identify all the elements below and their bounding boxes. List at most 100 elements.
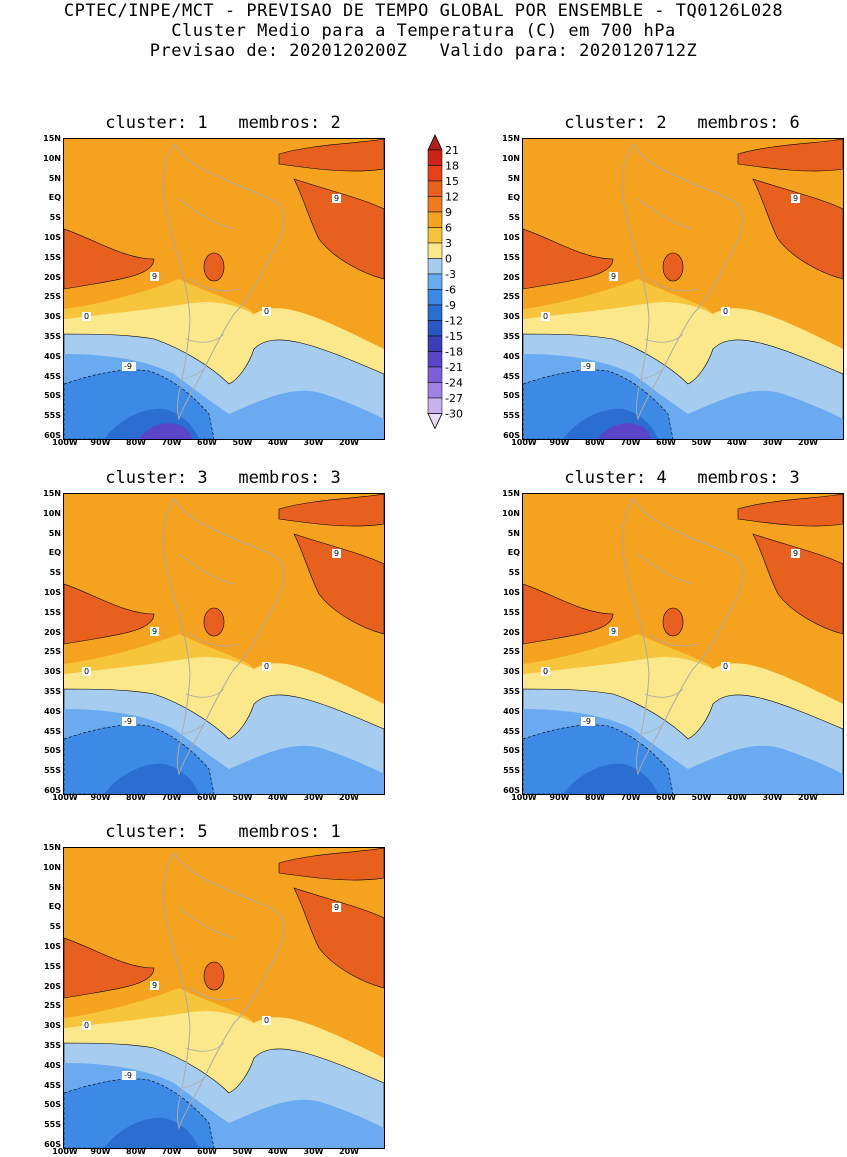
lat-tick-label: 50S (44, 391, 61, 401)
contour-label: 9 (332, 549, 341, 558)
triangle-up-icon (427, 134, 443, 151)
colorbar-label: -9 (445, 299, 456, 312)
contour-label: 9 (150, 272, 159, 281)
field-9-12-north (278, 494, 384, 527)
lat-tick-label: 10N (43, 508, 61, 518)
contour-label: -9 (122, 1071, 136, 1080)
lat-tick-label: 35S (503, 332, 520, 341)
contour-label: 0 (541, 312, 550, 321)
lat-tick-label: 15S (503, 252, 520, 262)
field-9-12-north (278, 139, 384, 172)
lon-tick-label: 50W (691, 438, 712, 447)
contour-label: 9 (332, 903, 341, 912)
map-panel-2: 9 9 0 0 -9 (522, 138, 844, 440)
lat-tick-label: 5N (48, 173, 61, 183)
field-9-12-west (523, 228, 614, 290)
contour-label: 0 (82, 667, 91, 676)
colorbar-label: -18 (445, 346, 463, 359)
lat-tick-label: 40S (44, 1060, 61, 1070)
contour-label: 9 (791, 194, 800, 203)
lat-tick-label: 55S (503, 411, 520, 421)
lon-tick-label: 60W (197, 793, 217, 802)
contour-label-text: 9 (334, 549, 339, 558)
lat-tick-label: 10S (44, 233, 61, 242)
contour-label: -9 (122, 717, 136, 726)
lat-tick-label: 5S (49, 568, 61, 578)
lat-tick-label: 25S (503, 292, 520, 302)
contour-label-text: 9 (152, 272, 157, 281)
colorbar-swatch (427, 397, 443, 414)
lat-tick-label: 45S (44, 726, 61, 736)
lon-tick-label: 80W (126, 438, 146, 447)
lon-tick-label: 30W (762, 793, 783, 802)
lat-tick-label: 5S (49, 922, 61, 932)
colorbar-swatch (427, 242, 443, 259)
lon-tick-label: 60W (656, 793, 676, 802)
field-9-12-east (293, 533, 384, 635)
map-canvas: 9 9 0 0 -9 (523, 494, 843, 794)
lon-tick-label: 100W (52, 793, 78, 802)
lat-tick-label: 10N (43, 153, 61, 163)
contour-label-text: -9 (583, 362, 591, 371)
country-borders (637, 198, 699, 380)
country-borders (178, 553, 240, 735)
lon-tick-label: 30W (762, 438, 783, 447)
lat-tick-label: 15N (502, 134, 520, 143)
contour-label: -9 (122, 362, 136, 371)
colorbar-swatch (427, 289, 443, 306)
colorbar-label: 0 (445, 253, 452, 266)
contour-label: 0 (82, 1021, 91, 1030)
coastline (162, 498, 285, 776)
lat-tick-label: 30S (44, 1021, 61, 1031)
lon-tick-label: 30W (303, 438, 324, 447)
lat-tick-label: 50S (44, 1100, 61, 1110)
field-9-12-inland (203, 607, 225, 637)
field-minus18-minus15 (139, 423, 192, 439)
lon-tick-label: 70W (620, 793, 641, 802)
lat-tick-label: 60S (44, 786, 61, 795)
contour-label-text: -9 (124, 1071, 132, 1080)
lat-tick-label: 15N (43, 489, 61, 498)
lat-tick-label: 40S (44, 706, 61, 716)
colorbar-label: 3 (445, 237, 452, 250)
lat-tick-label: 5N (507, 528, 520, 538)
lat-tick-label: 5S (508, 568, 520, 578)
lon-tick-label: 70W (161, 438, 182, 447)
contour-label-text: 0 (723, 307, 728, 316)
colorbar-swatch (427, 149, 443, 166)
contour-label-text: -9 (124, 362, 132, 371)
field-9-12-east (293, 178, 384, 280)
lat-tick-label: 15N (43, 134, 61, 143)
contour-label-text: 0 (543, 667, 548, 676)
colorbar-swatch (427, 196, 443, 213)
contour-label: 0 (262, 1016, 271, 1025)
lat-tick-label: 20S (503, 627, 520, 637)
contour-label-text: 9 (793, 549, 798, 558)
field-0-3 (64, 1011, 384, 1093)
lat-tick-label: 50S (44, 746, 61, 756)
lon-tick-label: 50W (232, 438, 253, 447)
field-3-6 (64, 634, 254, 674)
contour-label-text: 0 (84, 667, 89, 676)
country-borders (178, 198, 240, 380)
lat-tick-label: 40S (44, 351, 61, 361)
lon-tick-label: 90W (90, 793, 111, 802)
contour-label: 0 (262, 662, 271, 671)
colorbar-label: 21 (445, 144, 459, 157)
colorbar-swatch (427, 366, 443, 383)
lat-tick-label: 55S (44, 766, 61, 776)
contour-label-text: 0 (543, 312, 548, 321)
lon-tick-label: 40W (268, 793, 288, 802)
colorbar-swatch (427, 382, 443, 399)
colorbar-swatch (427, 258, 443, 275)
lon-tick-label: 50W (232, 793, 253, 802)
lat-tick-label: 35S (44, 1041, 61, 1050)
lon-tick-label: 60W (656, 438, 676, 447)
map-canvas: 9 9 0 0 -9 (64, 848, 384, 1148)
lon-tick-label: 40W (727, 438, 747, 447)
lat-tick-label: 5S (508, 213, 520, 223)
lon-tick-label: 50W (232, 1147, 253, 1156)
contour-label-text: 9 (793, 194, 798, 203)
lat-tick-label: 40S (503, 351, 520, 361)
lat-tick-label: EQ (48, 902, 61, 912)
